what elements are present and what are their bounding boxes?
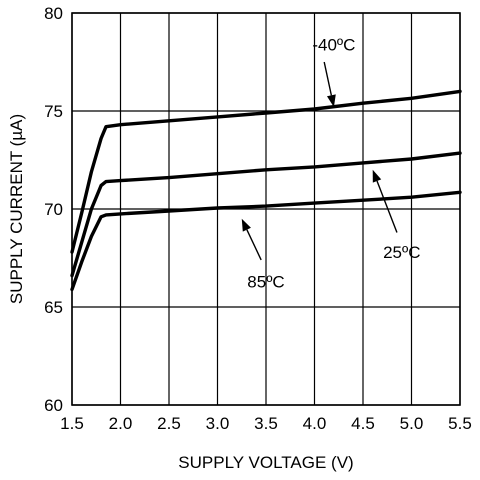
- series-line-0: [70, 89, 462, 254]
- annotation-arrow-line-0: [323, 61, 333, 96]
- x-tick-label: 4.0: [303, 414, 327, 433]
- x-tick-label: 3.0: [206, 414, 230, 433]
- annotation-arrow-head-0: [326, 94, 336, 108]
- annotation-arrow-line-2: [246, 229, 262, 261]
- annotation-arrow-line-1: [376, 180, 398, 233]
- y-axis-label: SUPPLY CURRENT (µA): [7, 114, 26, 304]
- x-tick-label: 4.5: [351, 414, 375, 433]
- y-tick-label: 60: [44, 396, 63, 415]
- annotation-arrow-head-1: [372, 169, 382, 183]
- x-tick-label: 5.5: [448, 414, 472, 433]
- y-tick-label: 70: [44, 200, 63, 219]
- plot-frame: [71, 12, 461, 406]
- x-tick-label: 2.5: [157, 414, 181, 433]
- y-tick-labels: 60 65 70 75 80: [44, 4, 63, 415]
- x-tick-label: 5.0: [400, 414, 424, 433]
- annotation-label: -40ºC: [312, 35, 355, 54]
- x-tick-label: 3.5: [254, 414, 278, 433]
- annotations: -40ºC 25ºC 85ºC: [241, 35, 421, 292]
- x-tick-labels: 1.5 2.0 2.5 3.0 3.5 4.0 4.5 5.0 5.5: [60, 414, 472, 433]
- annotation-arrow-head-2: [241, 218, 251, 232]
- grid-lines: [71, 12, 461, 406]
- series-line-2: [70, 190, 462, 292]
- x-tick-label: 2.0: [109, 414, 133, 433]
- annotation-label: 85ºC: [247, 273, 284, 292]
- series-lines: [70, 89, 462, 292]
- x-tick-label: 1.5: [60, 414, 84, 433]
- y-tick-label: 65: [44, 298, 63, 317]
- y-tick-label: 75: [44, 102, 63, 121]
- series-line-1: [70, 151, 462, 278]
- annotation-label: 25ºC: [383, 243, 420, 262]
- x-axis-label: SUPPLY VOLTAGE (V): [178, 453, 353, 472]
- y-tick-label: 80: [44, 4, 63, 23]
